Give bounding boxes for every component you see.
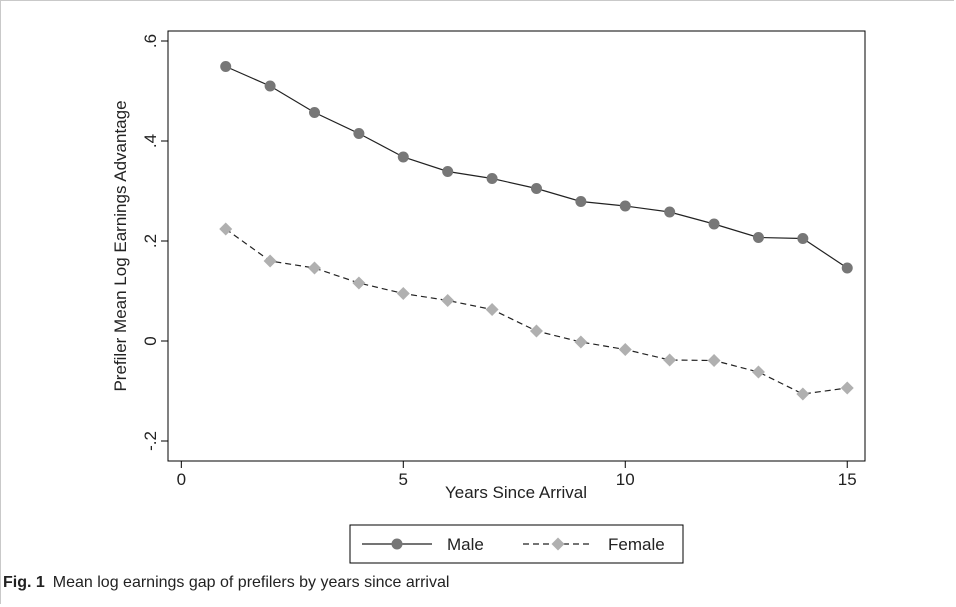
axes: 0 5 10 15 -.2 0 .2 .4 .6 <box>141 34 857 489</box>
female-point <box>308 261 322 275</box>
male-point <box>664 206 676 218</box>
x-tick-label: 10 <box>616 470 635 489</box>
female-point <box>751 365 765 379</box>
female-point <box>529 324 543 338</box>
male-point <box>353 128 365 139</box>
female-point <box>707 354 721 367</box>
male-point <box>220 61 232 72</box>
male-point <box>442 166 454 177</box>
male-point <box>619 200 631 212</box>
female-point <box>574 335 588 349</box>
male-point <box>309 107 321 118</box>
legend-male-marker <box>391 538 403 550</box>
y-tick-label: .2 <box>141 234 160 248</box>
male-point <box>530 183 542 194</box>
figure-caption: Fig. 1 Mean log earnings gap of prefilers… <box>3 574 449 592</box>
male-point <box>797 233 809 244</box>
female-point <box>663 353 677 367</box>
series-layer <box>219 61 854 401</box>
y-tick-label: 0 <box>141 336 160 345</box>
legend: Male Female <box>349 524 684 564</box>
female-point <box>441 294 455 307</box>
female-point <box>796 387 810 401</box>
x-tick-label: 15 <box>838 470 857 489</box>
female-point <box>618 343 632 356</box>
legend-female-marker <box>551 537 565 551</box>
legend-female-label: Female <box>608 535 665 554</box>
figure-caption-text: Mean log earnings gap of prefilers by ye… <box>52 574 450 591</box>
legend-male-label: Male <box>447 535 484 554</box>
female-point <box>219 222 233 236</box>
male-point <box>486 173 498 184</box>
female-point <box>840 381 854 395</box>
female-point <box>485 303 499 316</box>
y-tick-label: -.2 <box>141 431 160 451</box>
male-point <box>397 151 409 163</box>
male-point <box>708 218 720 230</box>
male-point <box>575 196 587 207</box>
x-tick-label: 0 <box>177 470 186 489</box>
male-point <box>841 262 853 274</box>
y-axis-label: Prefiler Mean Log Earnings Advantage <box>111 100 130 391</box>
y-tick-label: .6 <box>141 34 160 48</box>
y-tick-label: .4 <box>141 134 160 148</box>
plot-area <box>167 30 866 462</box>
female-point <box>263 254 277 268</box>
female-point <box>352 276 366 290</box>
legend-box <box>349 524 684 564</box>
male-point <box>752 232 764 243</box>
x-axis-label: Years Since Arrival <box>445 483 587 502</box>
male-point <box>264 80 276 92</box>
female-point <box>396 287 410 300</box>
x-tick-label: 5 <box>399 470 408 489</box>
figure-label: Fig. 1 <box>3 574 45 591</box>
